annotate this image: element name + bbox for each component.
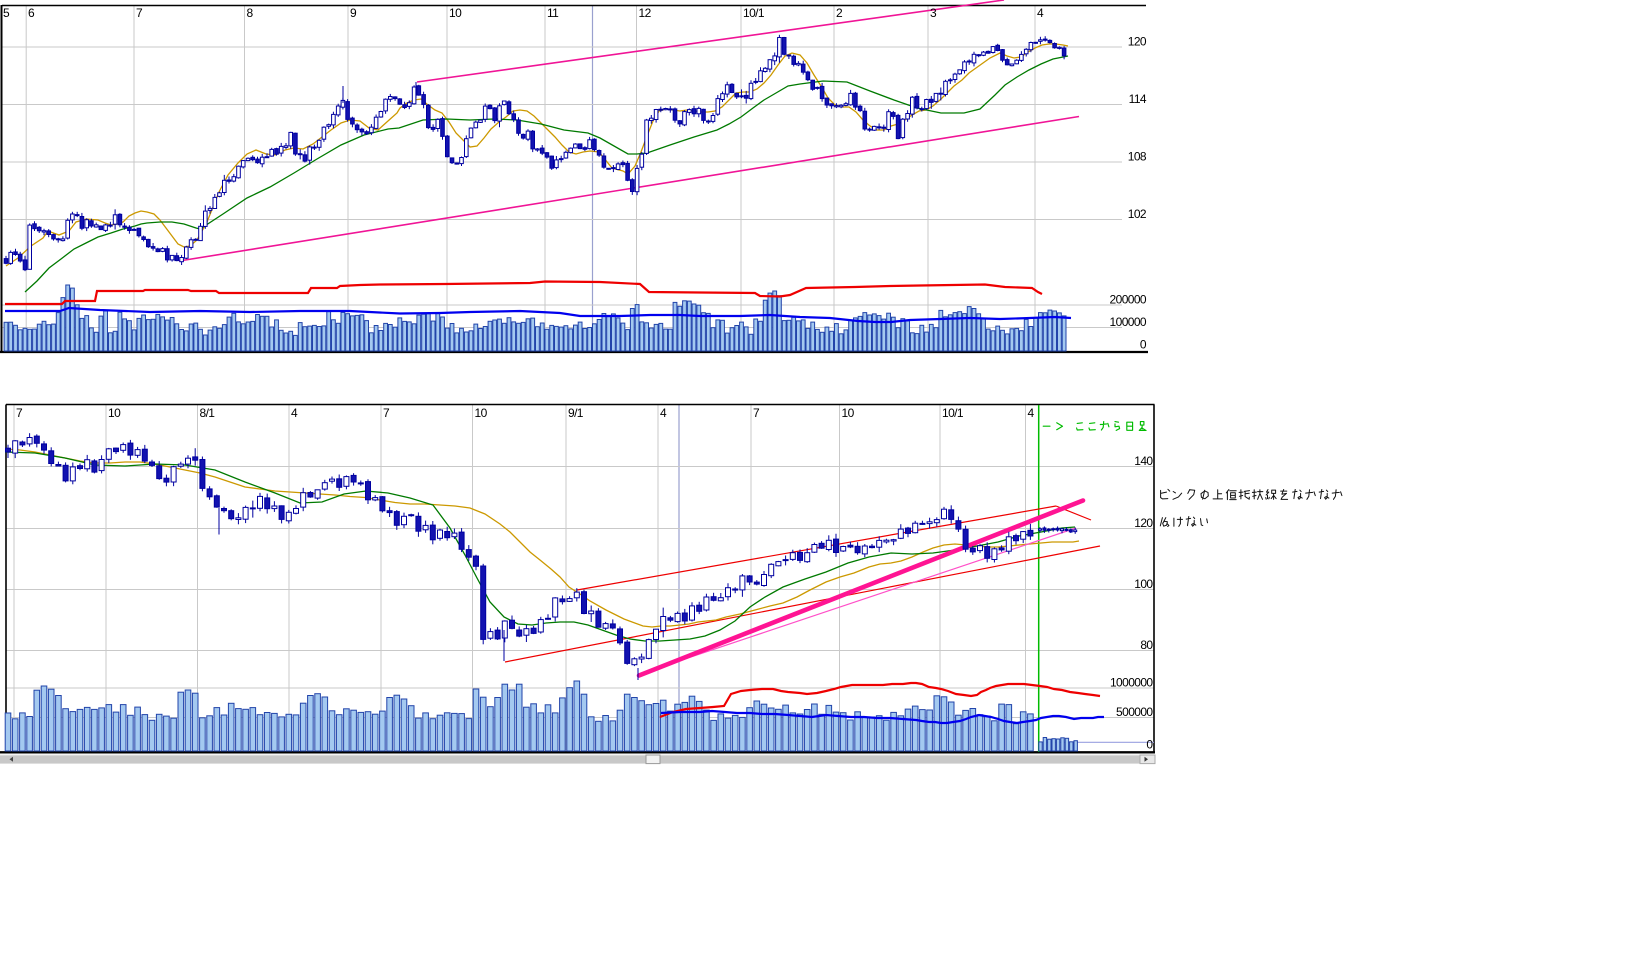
svg-text:7: 7	[383, 406, 390, 420]
svg-text:102: 102	[1128, 207, 1147, 221]
svg-text:100: 100	[1134, 577, 1153, 591]
svg-text:8: 8	[247, 6, 254, 20]
svg-text:12: 12	[639, 6, 652, 20]
svg-text:5: 5	[3, 6, 10, 20]
svg-text:10: 10	[108, 406, 121, 420]
svg-text:120: 120	[1128, 35, 1147, 49]
svg-text:7: 7	[16, 406, 23, 420]
svg-text:140: 140	[1134, 454, 1153, 468]
svg-text:2: 2	[836, 6, 843, 20]
svg-text:7: 7	[136, 6, 143, 20]
svg-text:10: 10	[475, 406, 488, 420]
svg-text:0: 0	[1146, 738, 1153, 752]
svg-text:10: 10	[842, 406, 855, 420]
svg-text:108: 108	[1128, 150, 1147, 164]
svg-text:6: 6	[28, 6, 35, 20]
svg-text:10/1: 10/1	[743, 6, 765, 20]
svg-text:9/1: 9/1	[568, 406, 584, 420]
svg-text:0: 0	[1140, 338, 1147, 352]
svg-text:8/1: 8/1	[200, 406, 216, 420]
svg-text:100000: 100000	[1110, 315, 1147, 329]
svg-text:80: 80	[1140, 638, 1153, 652]
svg-text:1000000: 1000000	[1110, 676, 1153, 690]
svg-text:10/1: 10/1	[942, 406, 964, 420]
svg-text:4: 4	[660, 406, 667, 420]
svg-text:4: 4	[1028, 406, 1035, 420]
svg-text:200000: 200000	[1110, 293, 1147, 307]
svg-text:7: 7	[753, 406, 760, 420]
svg-text:11: 11	[547, 6, 559, 20]
svg-text:10: 10	[449, 6, 462, 20]
svg-text:3: 3	[930, 6, 937, 20]
svg-text:500000: 500000	[1116, 705, 1153, 719]
svg-text:4: 4	[291, 406, 298, 420]
svg-text:4: 4	[1037, 6, 1044, 20]
svg-text:114: 114	[1129, 92, 1147, 106]
svg-text:120: 120	[1134, 516, 1153, 530]
svg-text:9: 9	[350, 6, 357, 20]
